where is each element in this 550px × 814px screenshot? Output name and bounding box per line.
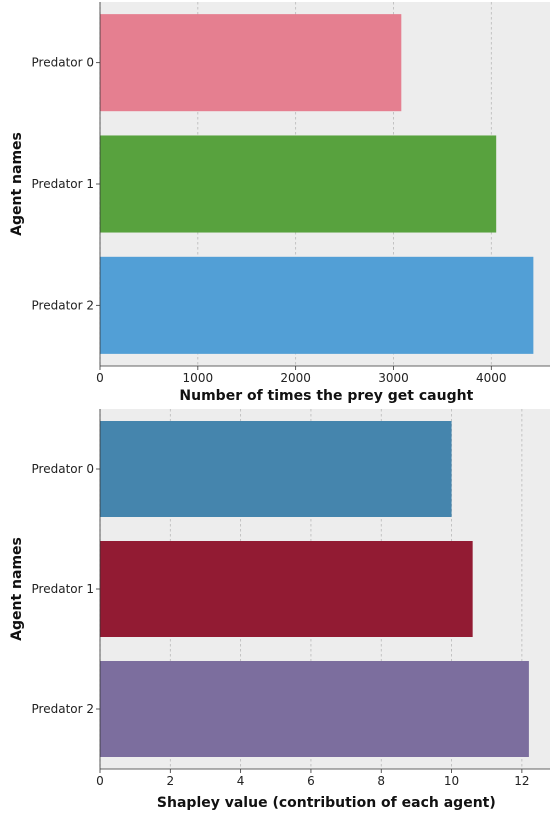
y-tick-label: Predator 2 bbox=[32, 702, 94, 716]
x-tick-label: 6 bbox=[307, 774, 315, 788]
x-tick-label: 4000 bbox=[476, 371, 507, 385]
y-axis-label: Agent names bbox=[9, 132, 25, 236]
x-tick-label: 0 bbox=[96, 371, 104, 385]
bar-predator-2 bbox=[100, 661, 529, 757]
bar-predator-1 bbox=[100, 541, 473, 637]
x-tick-label: 1000 bbox=[183, 371, 214, 385]
x-tick-label: 0 bbox=[96, 774, 104, 788]
x-tick-label: 8 bbox=[377, 774, 385, 788]
bar-predator-0 bbox=[100, 14, 402, 112]
bar-predator-0 bbox=[100, 421, 452, 517]
y-tick-label: Predator 2 bbox=[32, 298, 94, 312]
x-tick-label: 4 bbox=[237, 774, 245, 788]
caught-count-chart: 0 1000 2000 3000 4000 Predator 0 Predator 1 Pre… bbox=[9, 2, 550, 404]
bar-predator-1 bbox=[100, 135, 497, 233]
x-tick-label: 10 bbox=[444, 774, 459, 788]
y-tick-label: Predator 0 bbox=[32, 56, 94, 70]
x-tick-label: 2000 bbox=[280, 371, 311, 385]
shapley-value-chart: 0 2 4 6 8 10 12 Predator 0 Predator 1 Predator 2 S… bbox=[9, 409, 550, 811]
y-axis-label: Agent names bbox=[9, 537, 25, 641]
x-tick-label: 3000 bbox=[378, 371, 409, 385]
bar-predator-2 bbox=[100, 256, 534, 354]
x-tick-label: 2 bbox=[166, 774, 174, 788]
y-tick-label: Predator 0 bbox=[32, 462, 94, 476]
x-axis-label: Number of times the prey get caught bbox=[179, 388, 473, 404]
y-tick-label: Predator 1 bbox=[32, 582, 94, 596]
x-tick-label: 12 bbox=[514, 774, 529, 788]
y-tick-label: Predator 1 bbox=[32, 177, 94, 191]
x-axis-label: Shapley value (contribution of each agen… bbox=[157, 795, 496, 811]
